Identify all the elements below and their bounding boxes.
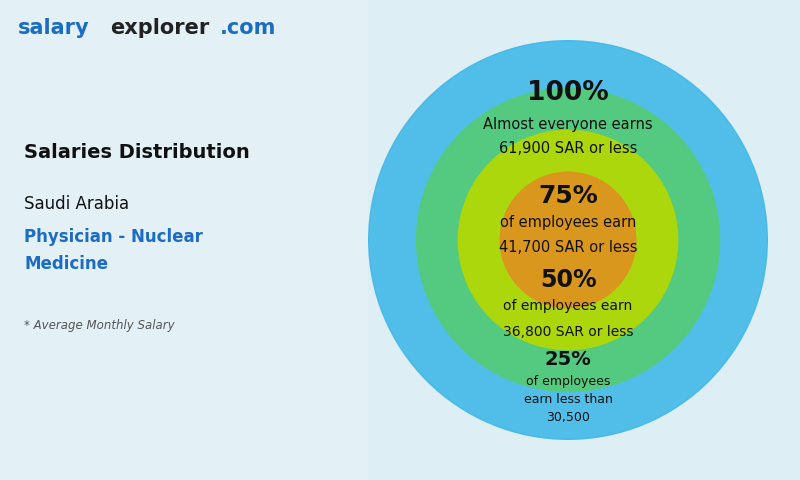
Text: * Average Monthly Salary: * Average Monthly Salary <box>24 319 174 332</box>
Text: 75%: 75% <box>538 184 598 208</box>
Text: explorer: explorer <box>110 18 210 37</box>
Circle shape <box>369 41 767 439</box>
Text: 25%: 25% <box>545 350 591 369</box>
Text: 100%: 100% <box>527 80 609 106</box>
Text: of employees: of employees <box>526 375 610 388</box>
Text: of employees earn: of employees earn <box>503 299 633 313</box>
Text: of employees earn: of employees earn <box>500 215 636 229</box>
Text: Salaries Distribution: Salaries Distribution <box>24 144 250 162</box>
Text: .com: .com <box>220 18 276 37</box>
Text: Almost everyone earns: Almost everyone earns <box>483 117 653 132</box>
Text: 36,800 SAR or less: 36,800 SAR or less <box>502 324 634 339</box>
Text: earn less than: earn less than <box>523 393 613 406</box>
Text: 61,900 SAR or less: 61,900 SAR or less <box>499 141 637 156</box>
Text: Saudi Arabia: Saudi Arabia <box>24 195 129 213</box>
Text: Physician - Nuclear
Medicine: Physician - Nuclear Medicine <box>24 228 203 273</box>
Bar <box>0 0 368 480</box>
Text: 30,500: 30,500 <box>546 411 590 424</box>
Text: 50%: 50% <box>540 268 596 292</box>
Circle shape <box>458 131 678 349</box>
Text: salary: salary <box>18 18 90 37</box>
Circle shape <box>500 172 636 308</box>
Circle shape <box>417 88 719 392</box>
Text: 41,700 SAR or less: 41,700 SAR or less <box>498 240 638 255</box>
